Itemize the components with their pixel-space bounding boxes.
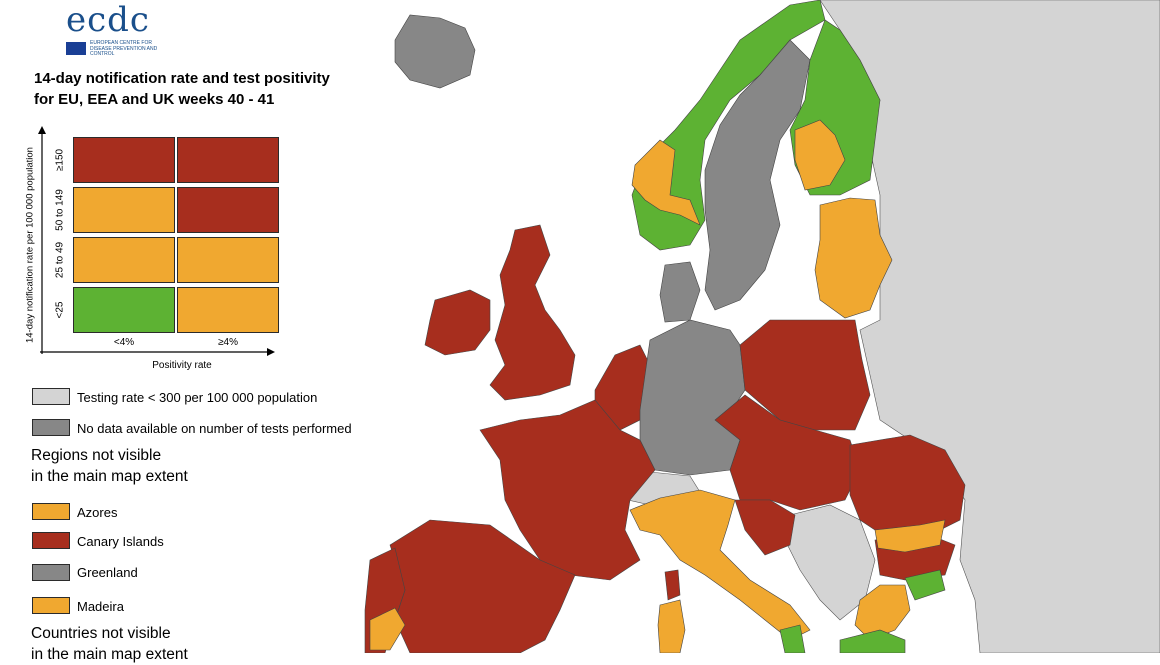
greece (854, 584, 911, 641)
ecdc-logo: ecdc EUROPEAN CENTRE FOR DISEASE PREVENT… (22, 0, 162, 60)
non-eu-balkans (784, 504, 876, 621)
region-swatch-canary-islands (32, 532, 70, 549)
title-line-2: for EU, EEA and UK weeks 40 - 41 (34, 91, 275, 108)
regions-heading: Regions not visible in the main map exte… (31, 445, 188, 487)
matrix-cell (177, 137, 279, 183)
eu-flag-icon (66, 42, 86, 55)
greece-green (904, 569, 946, 601)
region-label-madeira: Madeira (77, 599, 124, 614)
region-swatch-greenland (32, 564, 70, 581)
region-swatch-azores (32, 503, 70, 520)
sardinia (657, 599, 686, 653)
romania-orange (874, 519, 946, 553)
iceland (394, 14, 476, 89)
czechia-austria-hungary (714, 394, 861, 511)
matrix-cell (73, 287, 175, 333)
germany (639, 319, 746, 476)
legend-swatch-light-grey (32, 388, 70, 405)
region-swatch-madeira (32, 597, 70, 614)
matrix-row-label: ≥150 (54, 148, 66, 172)
matrix-cell (73, 187, 175, 233)
agency-name: EUROPEAN CENTRE FOR DISEASE PREVENTION A… (90, 40, 158, 57)
matrix-column-label: ≥4% (218, 337, 238, 348)
denmark (659, 261, 701, 323)
calabria-green (779, 624, 806, 653)
matrix-row-label: 50 to 149 (54, 189, 66, 231)
countries-heading-line-2: in the main map extent (31, 646, 188, 663)
france (479, 399, 656, 581)
legend-label-no-data: No data available on number of tests per… (77, 421, 352, 436)
legend-label-testing-rate: Testing rate < 300 per 100 000 populatio… (77, 390, 318, 405)
matrix-cell (177, 187, 279, 233)
regions-heading-line-2: in the main map extent (31, 468, 188, 485)
portugal-orange (369, 607, 406, 651)
title-line-1: 14-day notification rate and test positi… (34, 70, 330, 87)
sweden (704, 39, 811, 311)
region-label-canary-islands: Canary Islands (77, 534, 164, 549)
matrix-column-label: <4% (113, 337, 135, 348)
norway-orange (631, 139, 701, 226)
matrix-row-label: 25 to 49 (54, 241, 66, 279)
matrix-cell (177, 287, 279, 333)
region-label-azores: Azores (77, 505, 118, 520)
croatia (734, 499, 796, 556)
countries-heading-line-1: Countries not visible (31, 625, 171, 642)
baltics (814, 197, 893, 319)
y-axis-arrow-icon (38, 126, 46, 354)
matrix-y-axis-label: 14-day notification rate per 100 000 pop… (24, 147, 36, 343)
region-label-greenland: Greenland (77, 565, 138, 580)
x-axis-arrow-icon (40, 348, 275, 356)
logo-text: ecdc (66, 0, 150, 40)
countries-heading: Countries not visible in the main map ex… (31, 623, 188, 665)
matrix-x-axis-label: Positivity rate (152, 360, 212, 371)
matrix-cell (177, 237, 279, 283)
romania (849, 434, 966, 541)
matrix-cell (73, 237, 175, 283)
italy (629, 489, 811, 641)
ireland (424, 289, 491, 356)
poland (739, 319, 871, 431)
matrix-cell (73, 137, 175, 183)
legend-swatch-dark-grey (32, 419, 70, 436)
greece-green-2 (839, 629, 906, 653)
finland-orange (794, 119, 846, 191)
corsica (664, 569, 681, 601)
matrix-row-label: <25 (54, 301, 66, 319)
uk (489, 224, 576, 401)
map-title: 14-day notification rate and test positi… (34, 68, 414, 110)
regions-heading-line-1: Regions not visible (31, 447, 162, 464)
